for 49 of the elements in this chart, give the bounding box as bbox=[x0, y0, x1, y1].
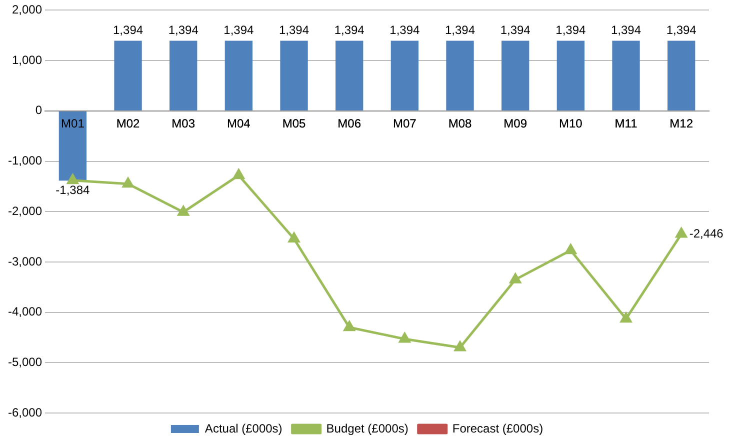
point bbox=[178, 206, 189, 216]
y-tick-label: -4,000 bbox=[8, 304, 42, 319]
x-tick-label: M04 bbox=[227, 116, 251, 130]
data-label: 1,394 bbox=[556, 23, 586, 38]
data-label: 1,394 bbox=[666, 23, 697, 38]
point bbox=[122, 178, 134, 188]
point bbox=[67, 174, 78, 184]
x-tick-label: M06 bbox=[338, 116, 362, 130]
data-label: 1,394 bbox=[224, 23, 254, 38]
y-tick-label: 2,000 bbox=[12, 2, 42, 17]
x-tick-label: M08 bbox=[448, 116, 472, 130]
data-label: -1,384 bbox=[56, 182, 90, 197]
data-label: 1,394 bbox=[610, 23, 642, 38]
y-tick-label: -1,000 bbox=[8, 154, 42, 168]
x-tick-label: M09 bbox=[504, 116, 528, 130]
point bbox=[565, 244, 576, 254]
y-tick-label: 1,000 bbox=[12, 52, 42, 67]
data-label: 1,394 bbox=[390, 23, 420, 38]
data-label: 1,394 bbox=[279, 23, 310, 38]
point bbox=[620, 312, 632, 323]
legend-label: Forecast (£000s) bbox=[452, 421, 544, 436]
x-tick-label: M03 bbox=[172, 116, 196, 130]
y-tick-label: -2,000 bbox=[8, 204, 42, 218]
x-tick-label: M07 bbox=[393, 116, 417, 130]
y-tick-label: -6,000 bbox=[8, 405, 42, 420]
data-label: 1,394 bbox=[334, 23, 365, 38]
x-tick-label: M11 bbox=[614, 116, 638, 130]
point bbox=[676, 228, 687, 238]
x-tick-label: M10 bbox=[559, 116, 583, 130]
point bbox=[510, 273, 521, 284]
data-label: 1,394 bbox=[113, 23, 144, 38]
legend-label: Budget (£000s) bbox=[326, 421, 408, 436]
y-tick-label: -5,000 bbox=[8, 354, 42, 369]
point bbox=[454, 341, 466, 352]
data-label: 1,394 bbox=[500, 23, 531, 38]
x-tick-label: M02 bbox=[116, 116, 140, 130]
x-tick-label: M05 bbox=[282, 116, 306, 130]
point bbox=[288, 232, 300, 243]
y-tick-label: 0 bbox=[35, 103, 42, 118]
point bbox=[233, 169, 244, 180]
x-tick-label: M12 bbox=[670, 116, 694, 130]
legend-label: Actual (£000s) bbox=[204, 421, 282, 436]
data-label: -2,446 bbox=[689, 226, 724, 240]
data-label: 1,394 bbox=[168, 23, 199, 38]
data-label: 1,394 bbox=[444, 23, 476, 38]
x-tick-label: M01 bbox=[61, 116, 85, 130]
point bbox=[344, 321, 355, 332]
y-tick-label: -3,000 bbox=[8, 254, 42, 268]
point bbox=[399, 332, 410, 343]
